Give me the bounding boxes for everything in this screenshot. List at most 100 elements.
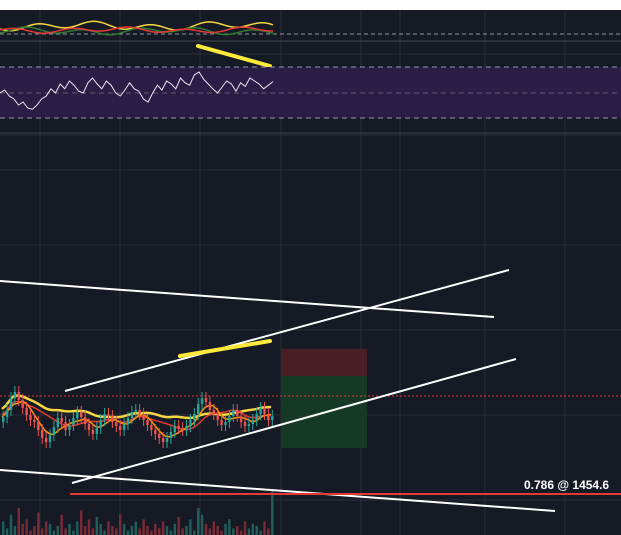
volume-bar xyxy=(146,526,149,535)
candle-body xyxy=(259,408,262,414)
volume-bar xyxy=(267,528,270,535)
candle-body xyxy=(236,410,239,416)
volume-bar xyxy=(200,514,204,535)
candle-body xyxy=(25,408,28,415)
volume-bar xyxy=(5,528,9,535)
candle-body xyxy=(122,424,126,430)
volume-bar xyxy=(232,528,235,535)
volume-bar xyxy=(111,526,114,535)
candle-body xyxy=(193,414,196,420)
volume-bar xyxy=(189,519,192,535)
candle-body xyxy=(216,414,219,420)
volume-bar xyxy=(103,530,106,535)
candle-body xyxy=(2,417,5,422)
candle-body xyxy=(185,426,188,430)
fib-level: 0.786 @ 1454.6 xyxy=(70,478,621,495)
volume-bar xyxy=(142,519,145,535)
candle-body xyxy=(83,417,87,424)
channel-lower-line xyxy=(71,358,517,484)
candle-body xyxy=(154,430,157,434)
oscillator-yellow-line xyxy=(0,20,274,32)
candle-body xyxy=(76,412,79,418)
candle-body xyxy=(165,438,169,442)
candle-body xyxy=(251,420,254,424)
stop-loss-zone xyxy=(281,349,367,376)
candle-body xyxy=(68,425,71,430)
volume-bar xyxy=(220,530,223,535)
candle-body xyxy=(130,412,134,418)
candle-body xyxy=(134,410,137,412)
volume-bar xyxy=(193,530,196,535)
candle-body xyxy=(208,402,212,410)
volume-bar xyxy=(239,530,243,535)
candle-body xyxy=(41,430,44,438)
top-strip xyxy=(0,0,621,10)
candle-body xyxy=(263,408,266,414)
candle-body xyxy=(119,426,122,430)
candle-body xyxy=(204,398,208,402)
volume-bar xyxy=(204,523,208,535)
drawn-trendlines[interactable] xyxy=(0,269,556,512)
volume-bar xyxy=(247,528,251,535)
volume-bar xyxy=(122,523,126,535)
moving-average-yellow xyxy=(1,394,272,420)
candle-body xyxy=(115,422,118,426)
candle-body xyxy=(33,420,36,422)
candle-body xyxy=(103,414,106,420)
volume-bar xyxy=(33,526,36,535)
volume-bar xyxy=(107,521,110,535)
candle-body xyxy=(146,420,149,425)
candle-body xyxy=(64,422,67,430)
trendline-upper-descending xyxy=(0,280,495,318)
candle-body xyxy=(232,410,235,416)
candle-body xyxy=(150,425,153,430)
volume-bar xyxy=(9,514,13,535)
volume-bar xyxy=(64,528,67,535)
volume-bar xyxy=(72,530,75,535)
price-candles xyxy=(2,386,274,448)
oscillator-pane xyxy=(0,20,621,68)
candle-body xyxy=(60,418,63,422)
candle-body xyxy=(80,412,83,417)
candle-body xyxy=(197,404,200,414)
candle-body xyxy=(224,422,227,425)
candle-body xyxy=(126,418,130,424)
fib-level-label: 0.786 @ 1454.6 xyxy=(524,478,609,492)
candle-body xyxy=(158,434,161,438)
candle-body xyxy=(17,392,20,400)
candle-body xyxy=(267,414,270,420)
candle-body xyxy=(91,430,95,434)
volume-bar xyxy=(236,526,239,535)
candle-body xyxy=(243,422,247,426)
candle-body xyxy=(56,418,59,427)
volume-bar xyxy=(56,526,59,535)
volume-bar xyxy=(271,490,274,535)
candle-body xyxy=(52,427,56,435)
candle-body xyxy=(181,428,184,430)
candle-body xyxy=(48,435,52,442)
volume-bar xyxy=(259,530,262,535)
volume-bar xyxy=(83,526,87,535)
candle-body xyxy=(228,416,231,422)
volume-bar xyxy=(154,523,157,535)
moving-average-orange xyxy=(1,400,272,438)
candle-body xyxy=(173,426,176,432)
volume-bars xyxy=(2,490,274,535)
oscillator-red-line xyxy=(0,26,273,34)
candle-body xyxy=(169,432,173,438)
volume-bar xyxy=(25,519,28,535)
volume-bar xyxy=(263,521,266,535)
volume-bar xyxy=(95,517,98,535)
volume-bar xyxy=(2,521,5,535)
volume-bar xyxy=(251,523,254,535)
volume-bar xyxy=(91,528,95,535)
candle-body xyxy=(99,420,102,428)
divergence-line-price xyxy=(178,339,272,358)
candle-body xyxy=(200,398,204,404)
volume-bar xyxy=(76,521,79,535)
channel-upper-line xyxy=(64,269,510,392)
volume-bar xyxy=(60,514,63,535)
volume-bar xyxy=(99,523,102,535)
candle-body xyxy=(107,414,110,416)
